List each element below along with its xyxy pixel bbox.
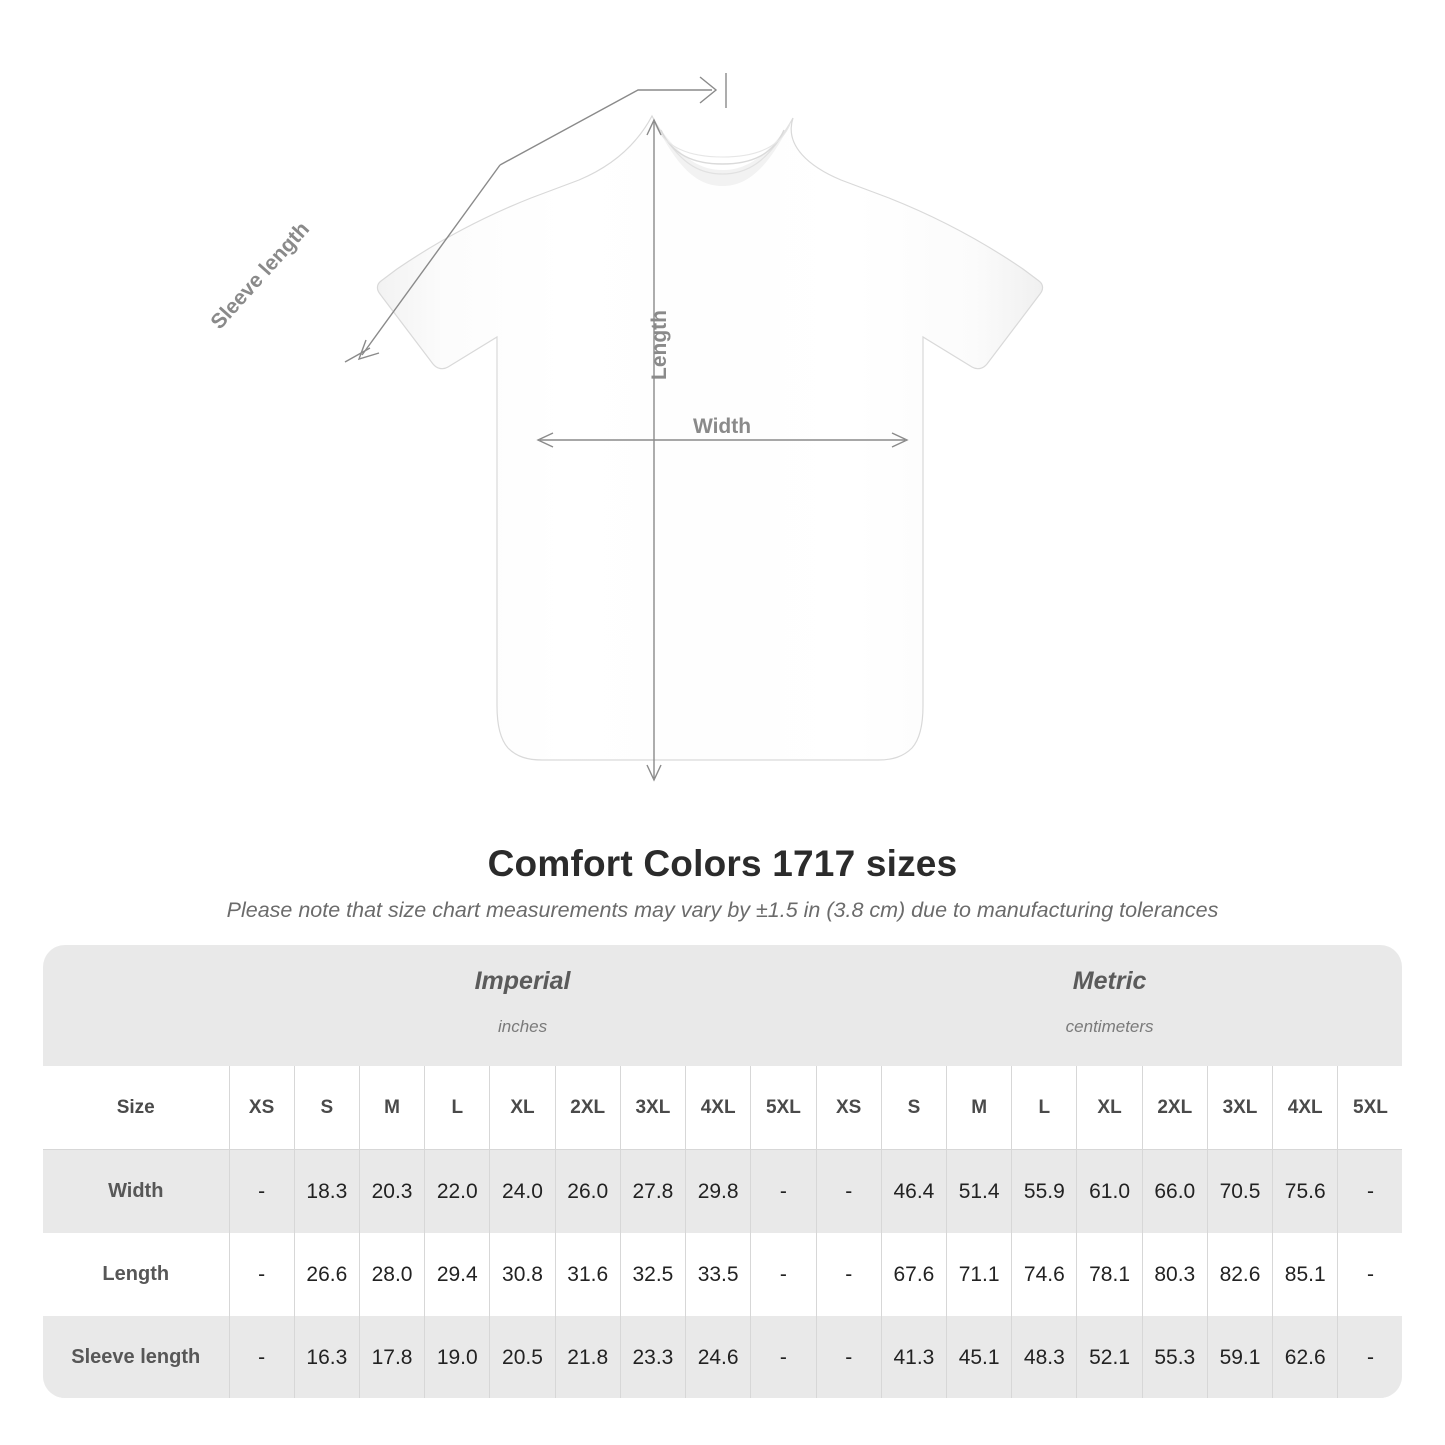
svg-text:Sleeve length: Sleeve length bbox=[206, 218, 314, 334]
svg-text:Width: Width bbox=[693, 415, 751, 438]
svg-text:Length: Length bbox=[648, 310, 671, 380]
